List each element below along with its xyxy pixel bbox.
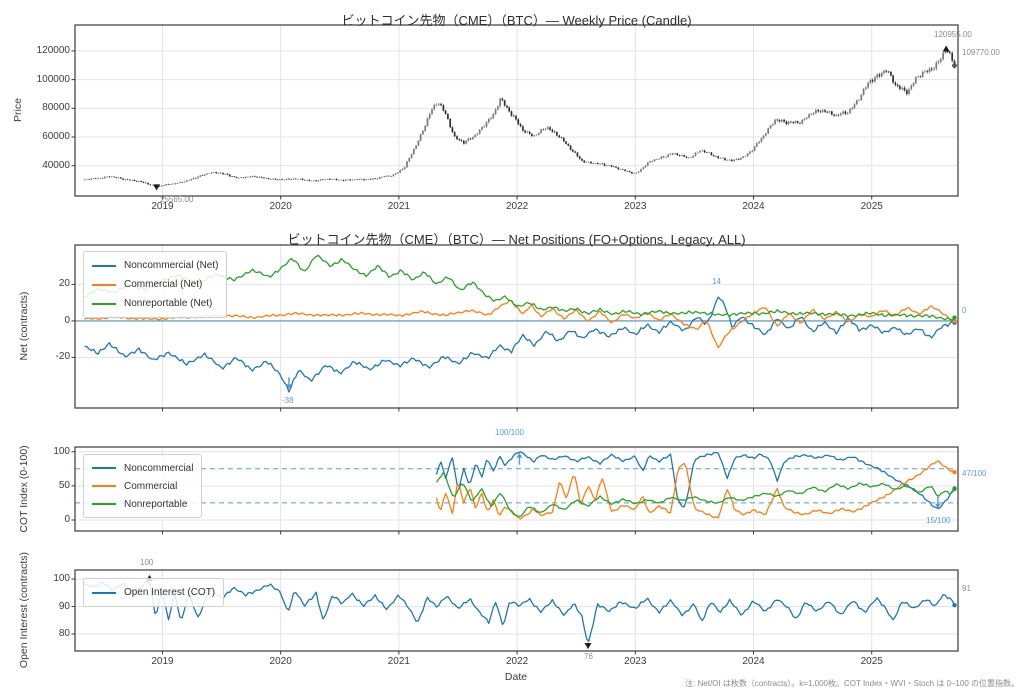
legend-label: Commercial (Net) [124, 279, 203, 290]
price-min-annotation: 25565.00 [160, 195, 194, 204]
x-tick-label: 2025 [860, 201, 883, 212]
y-tick-label: 20 [58, 278, 70, 290]
x-tick-label: 2023 [624, 656, 647, 667]
legend-item: Noncommercial [92, 459, 193, 477]
x-axis-label: Date [504, 671, 528, 683]
legend-line-sample [92, 264, 116, 267]
net-max-annotation: 14 [712, 277, 721, 286]
legend-label: Commercial [124, 480, 178, 492]
x-tick-label: 2024 [742, 201, 765, 212]
x-tick-label: 2020 [269, 201, 292, 212]
legend-line-sample [92, 485, 116, 487]
legend-item: Open Interest (COT) [92, 583, 215, 602]
y-tick-label: 0 [64, 514, 70, 525]
legend-item: Commercial [92, 477, 193, 495]
oi-last-annotation: 91 [962, 584, 971, 593]
legend-item: Commercial (Net) [92, 275, 218, 294]
x-tick-label: 2021 [387, 201, 410, 212]
x-tick-label: 2019 [151, 201, 174, 212]
footnote: 注: Net/OI は枚数（contracts）。k=1,000枚。COT In… [685, 679, 1019, 688]
legend-line-sample [92, 302, 116, 305]
y-tick-label: 90 [58, 600, 70, 612]
legend-label: Noncommercial [124, 462, 194, 474]
x-tick-label: 2020 [269, 656, 292, 667]
cot-panel-legend: Noncommercial Commercial Nonreportable [83, 454, 203, 518]
oi-max-annotation: 100 [140, 558, 154, 567]
price-last-annotation: 109770.00 [962, 48, 1000, 57]
oi-min-annotation: 76 [584, 652, 593, 661]
legend-line-sample [92, 467, 116, 469]
y-tick-label: 80000 [42, 102, 70, 114]
x-tick-label: 2024 [742, 656, 765, 667]
legend-line-sample [92, 283, 116, 286]
legend-label: Nonreportable (Net) [124, 298, 213, 309]
net-last-annotation: 0 [962, 306, 967, 315]
legend-line-sample [92, 503, 116, 505]
net-y-axis-label: Net (contracts) [18, 291, 30, 361]
net-positions-title: ビットコイン先物（CME）（BTC）— Net Positions (FO+Op… [287, 232, 746, 247]
price-chart-title: ビットコイン先物（CME）（BTC）— Weekly Price (Candle… [341, 13, 692, 28]
y-tick-label: 100 [53, 445, 70, 457]
y-tick-label: 120000 [36, 44, 70, 56]
oi-panel-legend: Open Interest (COT) [83, 578, 225, 607]
y-tick-label: 100000 [36, 73, 70, 85]
cot-max-annotation: 100/100 [495, 428, 524, 437]
x-tick-label: 2023 [624, 201, 647, 212]
x-tick-label: 2025 [860, 656, 883, 667]
y-tick-label: -20 [55, 351, 70, 363]
y-tick-label: 40000 [42, 159, 70, 171]
net-min-annotation: -38 [282, 396, 294, 405]
y-tick-label: 60000 [42, 131, 70, 142]
y-tick-label: 80 [58, 627, 70, 639]
cot-last-annotation: 47/100 [962, 469, 987, 478]
net-panel-legend: Noncommercial (Net) Commercial (Net) Nonre… [83, 251, 228, 318]
legend-item: Noncommercial (Net) [92, 256, 218, 275]
legend-item: Nonreportable (Net) [92, 294, 218, 313]
x-tick-label: 2022 [505, 656, 529, 667]
cot-min-annotation: 15/100 [926, 516, 951, 525]
legend-label: Open Interest (COT) [124, 587, 216, 598]
price-max-annotation: 120955.00 [934, 30, 972, 39]
y-tick-label: 100 [53, 573, 70, 585]
legend-label: Noncommercial (Net) [124, 260, 219, 271]
y-tick-label: 50 [58, 479, 70, 491]
legend-label: Nonreportable [124, 498, 188, 510]
x-tick-label: 2019 [151, 656, 174, 667]
legend-item: Nonreportable [92, 495, 193, 513]
legend-line-sample [92, 591, 116, 594]
x-tick-label: 2022 [505, 201, 529, 212]
x-tick-label: 2021 [387, 656, 410, 667]
y-tick-label: 0 [64, 314, 70, 326]
